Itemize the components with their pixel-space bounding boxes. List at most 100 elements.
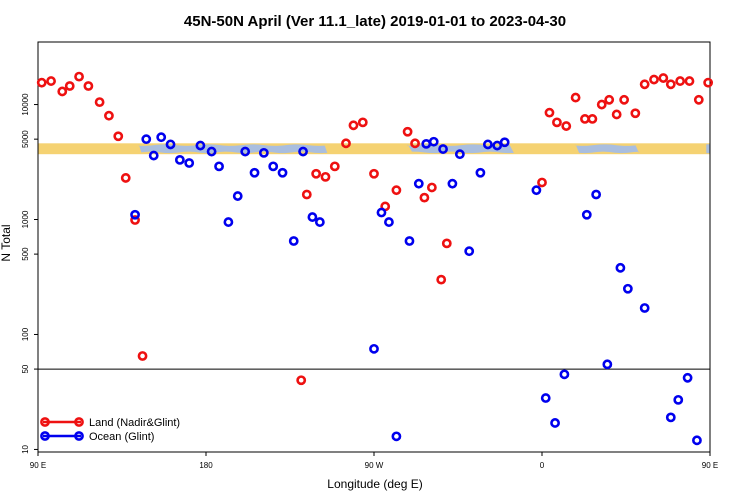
chart-title: 45N-50N April (Ver 11.1_late) 2019-01-01…: [184, 13, 566, 30]
y-tick-label: 10: [21, 444, 30, 453]
ocean-band-segment: [706, 144, 710, 154]
legend-marker: [74, 417, 84, 427]
legend-label: Ocean (Glint): [89, 431, 154, 443]
land-point: [596, 99, 607, 110]
ocean-point: [206, 146, 217, 157]
land-point: [402, 126, 413, 137]
ocean-point: [581, 209, 592, 220]
ocean-point: [531, 185, 542, 196]
land-point: [649, 74, 659, 85]
ocean-point: [540, 393, 551, 403]
y-tick-label: 500: [21, 247, 30, 261]
land-point: [630, 108, 641, 119]
x-tick-label: 180: [199, 461, 213, 470]
land-point: [130, 215, 140, 225]
ocean-point: [673, 394, 684, 405]
ocean-point: [622, 283, 633, 294]
land-point: [675, 76, 686, 86]
ocean-point: [277, 167, 288, 178]
land-point: [665, 79, 676, 90]
ocean-point: [475, 167, 486, 178]
land-point: [561, 121, 572, 131]
land-point: [341, 138, 351, 149]
y-tick-label: 10000: [21, 93, 30, 116]
legend-marker: [40, 417, 50, 427]
ocean-band-segment: [138, 144, 328, 154]
ocean-point: [130, 209, 140, 220]
y-tick-label: 1000: [21, 210, 30, 228]
land-point: [544, 107, 555, 118]
land-point: [552, 117, 562, 128]
land-point: [611, 109, 622, 120]
ocean-point: [492, 140, 503, 151]
land-point: [426, 182, 437, 193]
x-tick-label: 90 W: [365, 461, 384, 470]
ocean-point: [464, 246, 475, 257]
ocean-point: [249, 167, 260, 178]
ocean-point: [499, 137, 510, 148]
land-point: [684, 76, 695, 86]
ocean-point: [298, 146, 308, 157]
land-point: [693, 94, 704, 105]
land-point: [94, 97, 105, 108]
land-point: [36, 77, 47, 88]
ocean-point: [376, 207, 387, 218]
legend-marker: [74, 431, 84, 441]
y-tick-label: 50: [21, 364, 30, 373]
land-point: [296, 375, 307, 386]
ocean-point: [288, 236, 299, 246]
land-point: [537, 177, 547, 188]
land-point: [436, 274, 447, 285]
land-point: [320, 171, 331, 182]
ocean-point: [428, 136, 439, 147]
ocean-point: [384, 217, 394, 227]
land-point: [570, 92, 581, 103]
land-point: [311, 168, 322, 179]
land-point: [639, 79, 650, 90]
ocean-point: [141, 134, 152, 145]
x-tick-label: 0: [540, 461, 545, 470]
coverage-band: [38, 143, 710, 155]
land-point: [658, 73, 669, 83]
ocean-point: [404, 236, 415, 246]
land-point: [604, 94, 615, 105]
ocean-point: [174, 155, 185, 165]
ocean-band-segment: [575, 144, 640, 154]
land-point: [410, 138, 420, 149]
ocean-point: [639, 303, 650, 313]
ocean-point: [413, 178, 424, 189]
land-point: [113, 131, 124, 142]
land-point: [329, 161, 340, 172]
ocean-point: [602, 359, 613, 370]
ocean-point: [692, 435, 702, 446]
ocean-point: [314, 217, 325, 227]
ocean-point: [482, 139, 493, 150]
ocean-point: [184, 158, 195, 168]
land-point: [369, 168, 379, 179]
plot-area: 90 E 180 90 W 0 90 E10501005001000500010000L…: [21, 41, 718, 470]
land-point: [619, 94, 630, 105]
land-point: [57, 86, 68, 97]
ocean-point: [258, 147, 269, 158]
ocean-point: [447, 178, 458, 189]
ocean-point: [615, 262, 626, 273]
land-point: [703, 77, 714, 88]
ocean-point: [240, 146, 251, 157]
land-point: [104, 110, 114, 121]
land-point: [357, 117, 368, 128]
y-axis-label: N Total: [0, 224, 13, 261]
ocean-point: [369, 343, 379, 354]
ocean-point: [195, 140, 206, 151]
ocean-point: [454, 149, 465, 160]
y-tick-label: 5000: [21, 130, 30, 148]
ocean-point: [165, 139, 176, 150]
land-point: [83, 81, 94, 91]
land-point: [587, 114, 598, 124]
ocean-point: [591, 189, 602, 200]
land-point: [301, 189, 312, 200]
ocean-point: [438, 144, 448, 154]
ocean-point: [665, 412, 676, 423]
legend-marker: [40, 431, 50, 441]
land-point: [137, 351, 148, 361]
